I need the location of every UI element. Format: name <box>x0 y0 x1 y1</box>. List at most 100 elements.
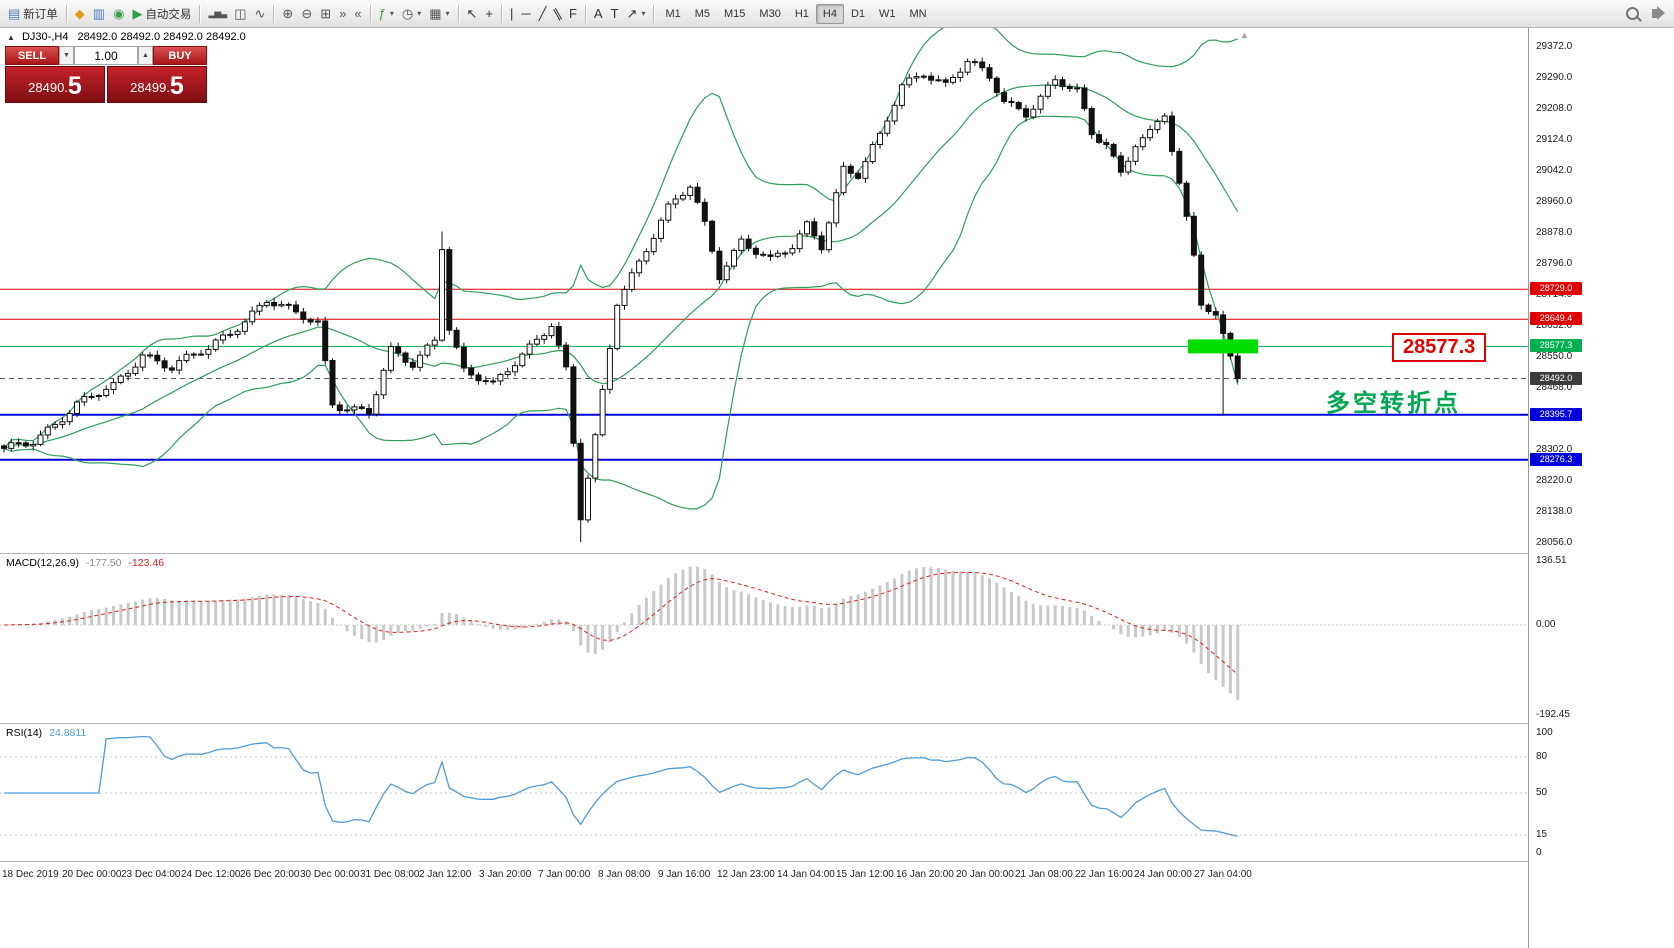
sell-button[interactable]: 28490. 5 <box>5 66 105 103</box>
zoom-out-button[interactable]: ⊖ <box>298 5 315 22</box>
candle-body <box>453 329 460 348</box>
candle-body <box>1059 79 1066 88</box>
market-watch-button[interactable]: ◆ <box>72 5 88 22</box>
candle-body <box>103 388 110 396</box>
pane-separator[interactable] <box>0 723 1674 725</box>
candle-body <box>1066 86 1073 89</box>
volume-decrease-button[interactable]: ▼ <box>59 46 74 65</box>
timeframe-h1-button[interactable]: H1 <box>794 7 809 20</box>
candle-body <box>176 360 183 371</box>
search-button[interactable] <box>1622 5 1647 22</box>
candle-body <box>402 352 409 363</box>
navigator-button[interactable]: ◉ <box>110 5 127 22</box>
timeframe-w1-button[interactable]: W1 <box>879 7 896 20</box>
time-label: 9 Jan 16:00 <box>658 869 711 880</box>
templates-button[interactable]: ▦ ▾ <box>426 5 452 22</box>
channel-button[interactable]: ∥ <box>551 5 564 22</box>
candle-body <box>1161 115 1168 123</box>
new-order-button[interactable]: ▤ 新订单 <box>5 4 61 24</box>
candle-body <box>8 442 15 449</box>
panel-toggle-icon[interactable]: ▲ <box>7 33 15 42</box>
candle-body <box>621 289 628 306</box>
rsi-pane[interactable] <box>0 725 1528 861</box>
macd-axis-label: 0.00 <box>1536 619 1556 630</box>
chart-line-button[interactable]: ∿ <box>252 5 269 22</box>
candle-body <box>825 222 832 251</box>
timeframe-mn-button[interactable]: MN <box>909 7 927 20</box>
candle-body <box>884 120 891 134</box>
price-tick-label: 28220.0 <box>1536 475 1573 486</box>
time-label: 8 Jan 08:00 <box>598 869 651 880</box>
timeframe-m30-button[interactable]: M30 <box>759 7 781 20</box>
candle-body <box>205 348 212 355</box>
auto-scroll-button[interactable]: » <box>336 5 349 22</box>
timeframe-m15-button[interactable]: M15 <box>724 7 746 20</box>
candle-body <box>15 442 22 445</box>
candle-body <box>263 302 270 306</box>
chart-window[interactable]: 29372.0 29290.0 29208.0 29124.0 29042.0 28960… <box>0 28 1674 948</box>
timeframe-m5-button[interactable]: M5 <box>694 7 711 20</box>
fibonacci-button[interactable]: F <box>566 5 580 22</box>
cursor-button[interactable]: ↖ <box>464 5 481 22</box>
toolbar-separator <box>457 4 459 23</box>
hline-button[interactable]: ─ <box>518 5 533 22</box>
candle-body <box>1205 304 1212 313</box>
vline-button[interactable]: | <box>507 5 516 22</box>
turning-point-annotation[interactable]: 多空转折点 <box>1326 390 1461 417</box>
price-chart-pane[interactable] <box>0 28 1528 553</box>
timeframe-d1-button[interactable]: D1 <box>850 7 866 20</box>
volume-increase-button[interactable]: ▲ <box>138 46 153 65</box>
time-label: 2 Jan 12:00 <box>419 869 472 880</box>
chart-candles-button[interactable]: ◫ <box>231 5 249 22</box>
macd-pane[interactable] <box>0 555 1528 723</box>
bb-lower <box>3 115 1239 510</box>
price-tick-label: 28796.0 <box>1536 258 1573 269</box>
price-axis[interactable]: 29372.0 29290.0 29208.0 29124.0 29042.0 28960… <box>1528 28 1674 948</box>
toolbar-separator <box>501 4 503 23</box>
candle-body <box>1023 108 1029 118</box>
candle-body <box>460 346 467 369</box>
pane-separator[interactable] <box>0 861 1674 863</box>
alerts-button[interactable] <box>1649 6 1669 20</box>
periods-button[interactable]: ◷ ▾ <box>399 5 424 22</box>
time-label: 12 Jan 23:00 <box>717 869 775 880</box>
zoom-in-button[interactable]: ⊕ <box>279 5 296 22</box>
time-label: 20 Dec 00:00 <box>62 869 122 880</box>
timeframe-h4-button[interactable]: H4 <box>815 3 844 24</box>
time-axis[interactable]: 18 Dec 2019 20 Dec 00:00 23 Dec 04:00 24 De… <box>0 863 1528 948</box>
tile-windows-button[interactable]: ⊞ <box>317 5 334 22</box>
candle-body <box>906 77 913 86</box>
chart-bars-button[interactable]: ▂▅▃ <box>205 5 229 22</box>
shapes-button[interactable]: ↗ ▾ <box>624 5 649 22</box>
crosshair-button[interactable]: + <box>482 5 496 22</box>
label-button[interactable]: T <box>608 5 622 22</box>
candle-body <box>168 367 175 371</box>
chart-shift-button[interactable]: « <box>351 5 364 22</box>
candle-body <box>132 366 139 374</box>
candle-body <box>95 395 102 397</box>
candle-body <box>1008 100 1015 104</box>
volume-input[interactable] <box>74 46 138 65</box>
candle-body <box>789 248 796 254</box>
candle-body <box>59 421 66 425</box>
data-window-button[interactable]: ▥ <box>90 5 108 22</box>
auto-scroll-marker-icon[interactable]: ▲ <box>1240 30 1249 40</box>
trendline-button[interactable]: ╱ <box>536 5 550 22</box>
pane-separator[interactable] <box>0 553 1674 555</box>
highlight-rectangle[interactable] <box>1188 339 1258 354</box>
price-level-callout[interactable]: 28577.3 <box>1392 333 1487 362</box>
candle-body <box>950 77 956 83</box>
candle-body <box>928 75 935 81</box>
candle-body <box>526 343 533 355</box>
new-order-button-label: 新订单 <box>23 8 58 21</box>
price-tick-label: 28960.0 <box>1536 196 1573 207</box>
buy-button[interactable]: 28499. 5 <box>107 66 207 103</box>
timeframe-m1-button[interactable]: M1 <box>665 7 681 20</box>
candle-body <box>358 406 365 409</box>
autotrade-button-label: 自动交易 <box>145 8 192 21</box>
text-button[interactable]: A <box>591 5 606 22</box>
candle-body <box>585 477 591 521</box>
autotrade-button[interactable]: ▶ 自动交易 <box>129 4 194 24</box>
indicators-button[interactable]: ƒ ▾ <box>376 5 397 22</box>
candle-body <box>1081 87 1088 110</box>
